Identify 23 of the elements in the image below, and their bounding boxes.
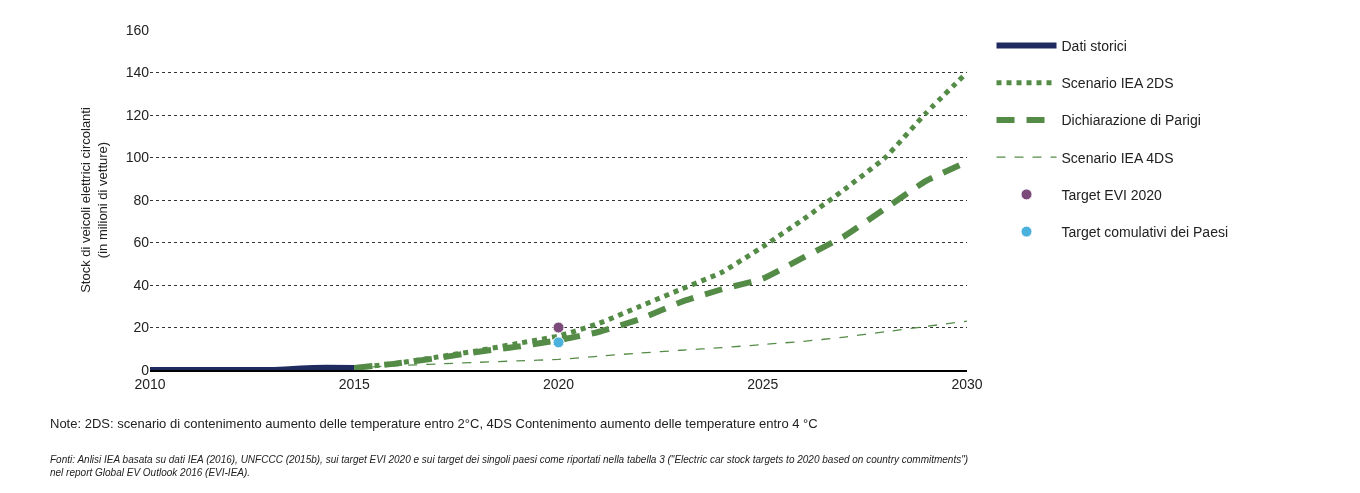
y-tick-label: 80 bbox=[133, 191, 150, 208]
legend-label: Dichiarazione di Parigi bbox=[1061, 112, 1201, 129]
text: Note: 2DS: scenario di contenimento aumento delle temperature entro 2°C, 4DS Contenimento aumento delle temperature entro 4 °C bbox=[50, 416, 818, 431]
y-tick-label: 140 bbox=[125, 64, 150, 81]
y-tick-label: 40 bbox=[133, 276, 150, 293]
x-tick-label: 2015 bbox=[338, 375, 371, 392]
y-axis-title: Stock di veicoli elettrici circolanti (in milioni di vetture) bbox=[77, 107, 110, 293]
y-tick-label: 160 bbox=[125, 21, 150, 38]
y-tick-label: 0 bbox=[141, 361, 150, 378]
y-tick-label: 60 bbox=[133, 234, 150, 251]
legend-label: Scenario IEA 4DS bbox=[1061, 149, 1174, 166]
legend-label: Dati storici bbox=[1061, 38, 1127, 55]
text: Fonti: Anlisi IEA basata su dati IEA (2016), UNFCCC (2015b), sui target EVI 2020 e sui target dei singoli paesi come riportati nella tabella 3 ("Electric car stock targets to 2020 based on country commitments") nel report Global EV Outlook 2016 (EVI-IEA). bbox=[50, 454, 969, 478]
x-tick-label: 2020 bbox=[542, 375, 575, 392]
legend-label: Target EVI 2020 bbox=[1061, 186, 1163, 203]
y-tick-label: 100 bbox=[125, 149, 150, 166]
legend-label: Scenario IEA 2DS bbox=[1061, 75, 1174, 92]
x-tick-label: 2010 bbox=[134, 375, 166, 392]
x-tick-label: 2030 bbox=[951, 375, 983, 392]
y-tick-label: 120 bbox=[125, 106, 150, 123]
y-tick-label: 20 bbox=[133, 319, 150, 336]
x-tick-label: 2025 bbox=[747, 375, 779, 392]
legend-label: Target comulativi dei Paesi bbox=[1061, 224, 1229, 241]
